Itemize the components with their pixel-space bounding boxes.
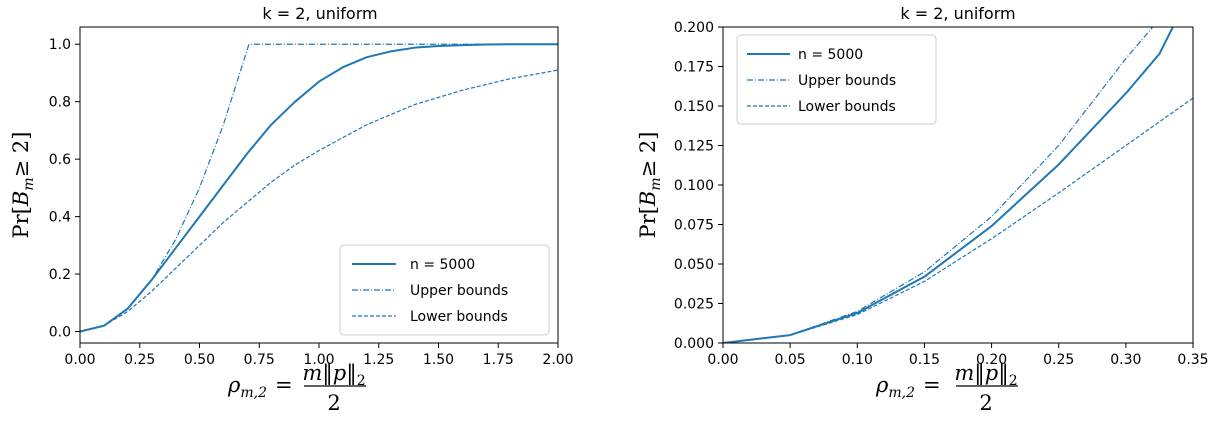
- svg-text:2: 2: [979, 391, 992, 415]
- legend-label: n = 5000: [798, 47, 863, 63]
- x-tick-label: 0.10: [842, 352, 873, 368]
- x-tick-label: 0.00: [707, 352, 738, 368]
- y-axis-label: Pr[Bm≥ 2]: [636, 132, 664, 239]
- y-tick-label: 0.6: [49, 152, 71, 168]
- y-tick-label: 0.100: [674, 178, 714, 194]
- plot-frame: [79, 26, 559, 344]
- legend: n = 5000 Upper bounds Lower bounds: [339, 244, 550, 336]
- x-tick-label: 0.20: [976, 352, 1007, 368]
- legend-item: Upper bounds: [352, 283, 508, 299]
- x-axis-label: ρm,2 = m‖p‖2 2: [875, 361, 1018, 415]
- y-tick-label: 0.2: [49, 267, 71, 283]
- x-tick-label: 0.00: [64, 352, 95, 368]
- svg-text:Pr[Bm≥ 2]: Pr[Bm≥ 2]: [636, 132, 664, 239]
- y-tick-label: 0.8: [49, 95, 71, 111]
- y-tick-label: 1.0: [49, 37, 71, 53]
- y-tick-label: 0.075: [674, 218, 714, 234]
- x-axis-label: ρm,2 = m‖p‖2 2: [227, 361, 366, 415]
- plot-area: [80, 43, 558, 333]
- y-tick-label: 0.000: [674, 336, 714, 352]
- legend-item: Lower bounds: [352, 309, 508, 325]
- chart-title: k = 2, uniform: [262, 4, 377, 23]
- x-tick-label: 1.00: [303, 352, 334, 368]
- plot-area: [723, 27, 1193, 343]
- legend-label: Lower bounds: [410, 309, 508, 325]
- svg-text:ρm,2=: ρm,2 =: [227, 373, 293, 401]
- x-tick-label: 0.35: [1177, 352, 1208, 368]
- y-axis-label: Pr[Bm≥ 2]: [9, 132, 37, 239]
- legend-item: n = 5000: [747, 47, 863, 63]
- svg-text:2: 2: [327, 391, 340, 415]
- y-tick-label: 0.025: [674, 297, 714, 313]
- series-line-dashed: [723, 97, 1193, 343]
- series-line-dashed: [80, 69, 558, 333]
- x-tick-label: 0.75: [244, 352, 275, 368]
- legend-item: Lower bounds: [747, 99, 896, 115]
- legend-label: n = 5000: [410, 257, 475, 273]
- y-tick-label: 0.125: [674, 139, 714, 155]
- plot-frame: [722, 26, 1194, 344]
- svg-text:m‖p‖2: m‖p‖2: [954, 361, 1017, 389]
- series-line-dashdot: [80, 43, 558, 333]
- svg-text:ρm,2=: ρm,2 =: [875, 373, 941, 401]
- y-tick-label: 0.150: [674, 99, 714, 115]
- chart-title: k = 2, uniform: [900, 4, 1015, 23]
- x-tick-label: 0.50: [184, 352, 215, 368]
- x-tick-label: 0.15: [909, 352, 940, 368]
- y-tick-label: 0.050: [674, 257, 714, 273]
- svg-text:m‖p‖2: m‖p‖2: [302, 361, 365, 389]
- chart-left: k = 2, uniform 0.00 0.25 0.50 0.75 1.00 1.25 1…: [9, 4, 574, 415]
- axis-ticks: 0.00 0.25 0.50 0.75 1.00 1.25 1.50 1.75 2.00 0.0 0…: [49, 37, 574, 368]
- legend-box: [339, 244, 550, 336]
- axis-ticks: 0.00 0.05 0.10 0.15 0.20 0.25 0.30 0.35 0.000 0.0…: [674, 20, 1209, 368]
- legend-label: Lower bounds: [798, 99, 896, 115]
- x-tick-label: 0.25: [124, 352, 155, 368]
- y-tick-label: 0.4: [49, 210, 71, 226]
- series-line-solid: [80, 43, 558, 333]
- svg-text:Pr[Bm≥ 2]: Pr[Bm≥ 2]: [9, 132, 37, 239]
- chart-right: k = 2, uniform 0.00 0.05 0.10 0.15 0.20 0.25 0…: [636, 4, 1209, 415]
- x-tick-label: 0.25: [1043, 352, 1074, 368]
- y-tick-label: 0.200: [674, 20, 714, 36]
- y-tick-label: 0.175: [674, 60, 714, 76]
- x-tick-label: 1.75: [483, 352, 514, 368]
- legend-box: [736, 34, 937, 125]
- legend-item: Upper bounds: [747, 73, 896, 89]
- legend-item: n = 5000: [352, 257, 475, 273]
- y-tick-label: 0.0: [49, 325, 71, 341]
- legend-label: Upper bounds: [410, 283, 508, 299]
- x-tick-label: 1.50: [423, 352, 454, 368]
- x-tick-label: 1.25: [363, 352, 394, 368]
- x-tick-label: 0.05: [775, 352, 806, 368]
- x-tick-label: 2.00: [542, 352, 573, 368]
- legend: n = 5000 Upper bounds Lower bounds: [736, 34, 937, 125]
- x-tick-label: 0.30: [1110, 352, 1141, 368]
- legend-label: Upper bounds: [798, 73, 896, 89]
